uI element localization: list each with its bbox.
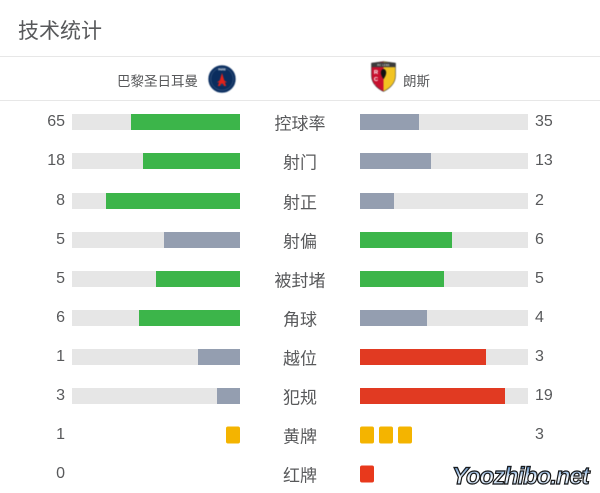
svg-text:PARIS: PARIS xyxy=(218,69,226,72)
svg-text:RC LENS: RC LENS xyxy=(377,64,390,67)
